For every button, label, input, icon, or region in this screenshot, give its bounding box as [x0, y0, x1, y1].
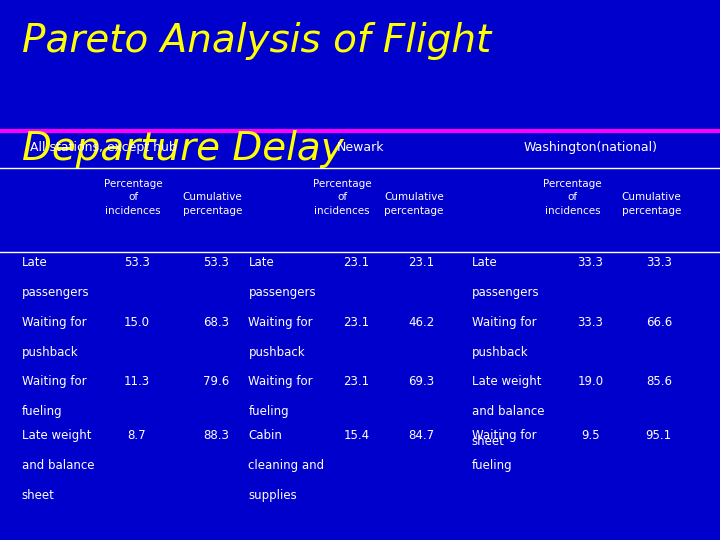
- Text: Waiting for: Waiting for: [22, 316, 86, 329]
- Text: Late: Late: [22, 256, 48, 269]
- Text: and balance: and balance: [472, 405, 544, 418]
- Text: Waiting for: Waiting for: [472, 429, 536, 442]
- Text: incidences: incidences: [105, 206, 161, 215]
- Text: 53.3: 53.3: [203, 256, 229, 269]
- Text: sheet: sheet: [22, 489, 55, 502]
- Text: of: of: [567, 192, 577, 202]
- Text: Percentage: Percentage: [312, 179, 372, 188]
- Text: Pareto Analysis of Flight: Pareto Analysis of Flight: [22, 22, 491, 59]
- Text: Late weight: Late weight: [22, 429, 91, 442]
- Text: passengers: passengers: [472, 286, 539, 299]
- Text: incidences: incidences: [544, 206, 600, 215]
- Text: pushback: pushback: [248, 346, 305, 359]
- Text: percentage: percentage: [384, 206, 444, 215]
- Text: passengers: passengers: [22, 286, 89, 299]
- Text: 23.1: 23.1: [343, 256, 369, 269]
- Text: Percentage: Percentage: [104, 179, 163, 188]
- Text: passengers: passengers: [248, 286, 316, 299]
- Text: Washington(national): Washington(national): [523, 141, 657, 154]
- Text: 33.3: 33.3: [577, 256, 603, 269]
- Text: 23.1: 23.1: [343, 316, 369, 329]
- Text: Newark: Newark: [336, 141, 384, 154]
- Text: Late: Late: [472, 256, 498, 269]
- Text: sheet: sheet: [472, 435, 505, 448]
- Text: cleaning and: cleaning and: [248, 459, 325, 472]
- Text: 15.4: 15.4: [343, 429, 369, 442]
- Text: Cumulative: Cumulative: [384, 192, 444, 202]
- Text: 33.3: 33.3: [577, 316, 603, 329]
- Text: 79.6: 79.6: [203, 375, 229, 388]
- Text: fueling: fueling: [472, 459, 512, 472]
- Text: 95.1: 95.1: [646, 429, 672, 442]
- Text: 53.3: 53.3: [124, 256, 150, 269]
- Text: 88.3: 88.3: [203, 429, 229, 442]
- Text: 23.1: 23.1: [408, 256, 434, 269]
- Text: fueling: fueling: [22, 405, 62, 418]
- Text: pushback: pushback: [472, 346, 528, 359]
- Text: Cumulative: Cumulative: [622, 192, 681, 202]
- Text: 8.7: 8.7: [127, 429, 146, 442]
- Text: 84.7: 84.7: [408, 429, 434, 442]
- Text: 46.2: 46.2: [408, 316, 434, 329]
- Text: 69.3: 69.3: [408, 375, 434, 388]
- Text: 33.3: 33.3: [646, 256, 672, 269]
- Text: 19.0: 19.0: [577, 375, 603, 388]
- Text: 9.5: 9.5: [581, 429, 600, 442]
- Text: Late weight: Late weight: [472, 375, 541, 388]
- Text: fueling: fueling: [248, 405, 289, 418]
- Text: Waiting for: Waiting for: [248, 375, 313, 388]
- Text: supplies: supplies: [248, 489, 297, 502]
- Text: of: of: [128, 192, 138, 202]
- Text: All stations, except hub: All stations, except hub: [30, 141, 177, 154]
- Text: and balance: and balance: [22, 459, 94, 472]
- Text: percentage: percentage: [622, 206, 681, 215]
- Text: incidences: incidences: [314, 206, 370, 215]
- Text: Late: Late: [248, 256, 274, 269]
- Text: 15.0: 15.0: [124, 316, 150, 329]
- Text: Cabin: Cabin: [248, 429, 282, 442]
- Text: Departure Delay: Departure Delay: [22, 130, 343, 167]
- Text: 11.3: 11.3: [124, 375, 150, 388]
- Text: 23.1: 23.1: [343, 375, 369, 388]
- Text: Waiting for: Waiting for: [472, 316, 536, 329]
- Text: Percentage: Percentage: [543, 179, 602, 188]
- Text: Waiting for: Waiting for: [22, 375, 86, 388]
- Text: of: of: [337, 192, 347, 202]
- Text: 66.6: 66.6: [646, 316, 672, 329]
- Text: Waiting for: Waiting for: [248, 316, 313, 329]
- Text: 68.3: 68.3: [203, 316, 229, 329]
- Text: Cumulative: Cumulative: [183, 192, 242, 202]
- Text: 85.6: 85.6: [646, 375, 672, 388]
- Text: percentage: percentage: [183, 206, 242, 215]
- Text: pushback: pushback: [22, 346, 78, 359]
